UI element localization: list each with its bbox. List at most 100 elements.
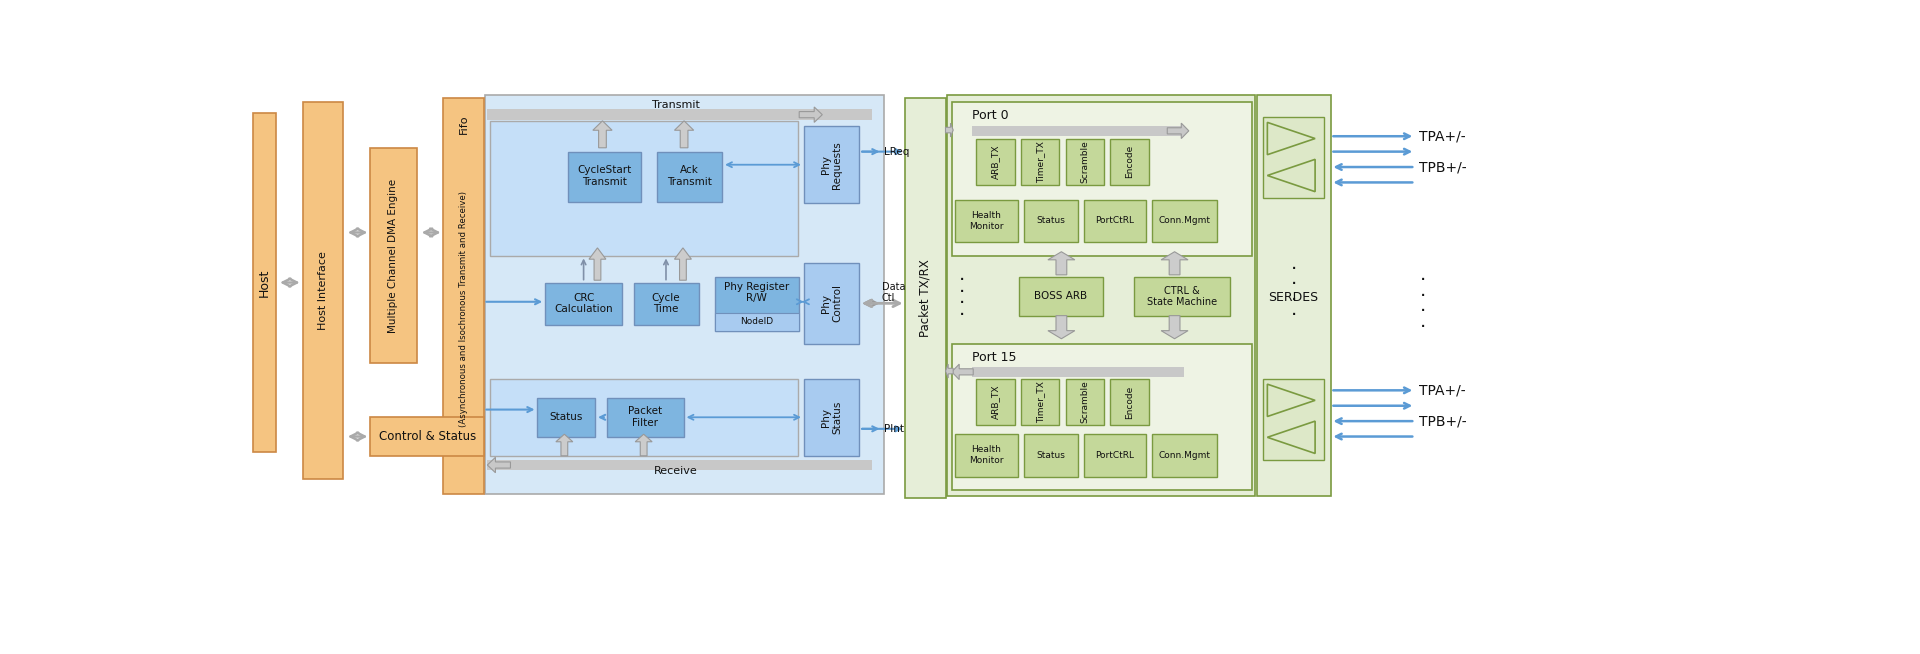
Polygon shape	[674, 121, 693, 148]
Polygon shape	[1267, 160, 1315, 192]
Text: Status: Status	[1037, 216, 1066, 226]
Text: Host: Host	[257, 268, 271, 297]
Bar	[1023, 200, 1077, 243]
Text: TPA+/-: TPA+/-	[1419, 129, 1465, 143]
Bar	[1021, 152, 1027, 171]
Polygon shape	[674, 248, 691, 280]
Text: Phy Register
R/W: Phy Register R/W	[724, 282, 789, 303]
Bar	[538, 398, 595, 436]
Text: Transmit: Transmit	[653, 99, 701, 110]
Bar	[488, 109, 872, 120]
Bar	[490, 121, 797, 256]
Text: Scramble: Scramble	[1081, 140, 1089, 183]
Bar	[804, 379, 860, 456]
Text: .: .	[1290, 300, 1296, 319]
Text: Health
Monitor: Health Monitor	[970, 445, 1004, 465]
Bar	[1020, 277, 1104, 316]
Bar	[906, 97, 945, 498]
Bar	[657, 152, 722, 201]
Polygon shape	[945, 123, 952, 137]
Bar	[1066, 392, 1071, 411]
Polygon shape	[1048, 316, 1075, 339]
Bar	[1023, 434, 1077, 477]
Text: Conn.Mgmt: Conn.Mgmt	[1158, 216, 1210, 226]
Text: PInt: PInt	[883, 424, 904, 434]
Text: .: .	[1290, 284, 1296, 303]
Bar	[371, 148, 417, 364]
Text: .: .	[960, 277, 966, 296]
Text: TPB+/-: TPB+/-	[1419, 160, 1467, 174]
Bar	[1021, 139, 1060, 184]
Polygon shape	[589, 248, 607, 280]
Bar	[607, 398, 684, 436]
Bar	[1021, 379, 1060, 425]
Bar	[952, 101, 1252, 256]
Bar	[804, 264, 860, 344]
Bar	[954, 200, 1018, 243]
Text: PortCtRL: PortCtRL	[1096, 216, 1135, 226]
Text: Data
Ctl: Data Ctl	[881, 282, 904, 303]
Text: NodeID: NodeID	[741, 317, 774, 326]
Bar	[1263, 379, 1325, 460]
Bar	[634, 283, 699, 325]
Bar	[490, 379, 797, 456]
Text: .: .	[1419, 296, 1427, 315]
Text: Ack
Transmit: Ack Transmit	[666, 165, 712, 187]
Polygon shape	[799, 107, 822, 122]
Text: .: .	[960, 266, 966, 284]
Polygon shape	[557, 434, 572, 456]
Text: (Asynchronous and Isochronous Transmit and Receive): (Asynchronous and Isochronous Transmit a…	[459, 192, 468, 428]
Bar	[371, 417, 484, 456]
Text: Host Interface: Host Interface	[317, 250, 328, 330]
Text: CRC
Calculation: CRC Calculation	[555, 292, 612, 314]
Text: Packet TX/RX: Packet TX/RX	[920, 259, 931, 337]
Bar	[954, 434, 1018, 477]
Bar	[1263, 117, 1325, 198]
Text: Receive: Receive	[655, 466, 697, 476]
Bar	[545, 283, 622, 325]
Bar	[1066, 379, 1104, 425]
Text: Health
Monitor: Health Monitor	[970, 211, 1004, 231]
Bar	[975, 139, 1016, 184]
Bar	[1085, 200, 1146, 243]
Bar	[488, 460, 872, 470]
Text: Scramble: Scramble	[1081, 381, 1089, 423]
Text: .: .	[960, 300, 966, 319]
Text: Status: Status	[549, 412, 582, 422]
Bar	[714, 313, 799, 331]
Bar	[1152, 434, 1217, 477]
Bar	[1066, 152, 1071, 171]
Text: Cycle
Time: Cycle Time	[651, 292, 680, 314]
Bar	[804, 126, 860, 203]
Text: .: .	[1290, 254, 1296, 273]
Text: Timer_TX: Timer_TX	[1035, 141, 1044, 182]
Bar	[952, 344, 1252, 490]
Bar	[972, 126, 1185, 136]
Text: Port 0: Port 0	[972, 109, 1010, 122]
Text: Phy
Status: Phy Status	[820, 401, 843, 434]
Polygon shape	[488, 457, 511, 473]
Text: Timer_TX: Timer_TX	[1035, 381, 1044, 423]
Polygon shape	[1162, 252, 1188, 275]
Bar	[1021, 392, 1027, 411]
Polygon shape	[1267, 122, 1315, 155]
Bar	[975, 379, 1016, 425]
Bar	[972, 368, 1185, 377]
Text: CTRL &
State Machine: CTRL & State Machine	[1146, 286, 1217, 307]
Text: BOSS ARB: BOSS ARB	[1035, 292, 1087, 301]
Polygon shape	[945, 364, 952, 378]
Text: .: .	[960, 288, 966, 307]
Text: .: .	[1419, 266, 1427, 284]
Text: ARB_TX: ARB_TX	[991, 385, 1000, 419]
Text: TPA+/-: TPA+/-	[1419, 383, 1465, 398]
Polygon shape	[1267, 421, 1315, 453]
Bar	[1110, 139, 1148, 184]
Bar	[714, 277, 799, 331]
Polygon shape	[636, 434, 653, 456]
Bar	[1110, 379, 1148, 425]
Polygon shape	[952, 364, 973, 379]
Text: ARB_TX: ARB_TX	[991, 145, 1000, 179]
Polygon shape	[1048, 252, 1075, 275]
Text: TPB+/-: TPB+/-	[1419, 414, 1467, 428]
Text: PortCtRL: PortCtRL	[1096, 451, 1135, 460]
